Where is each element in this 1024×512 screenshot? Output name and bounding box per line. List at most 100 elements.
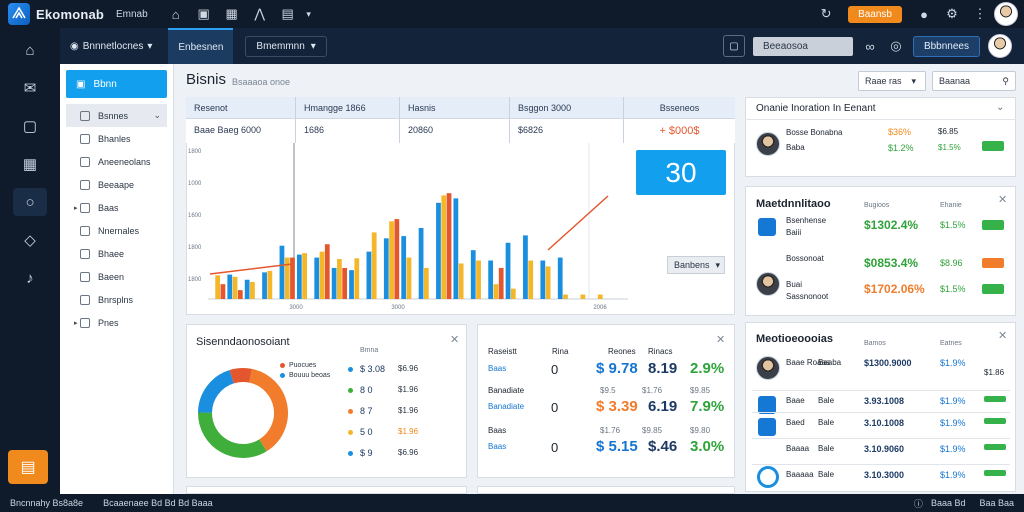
bar bbox=[284, 257, 290, 299]
chevron-down-icon[interactable]: ⌄ bbox=[996, 102, 1005, 113]
right3-column-header: Bamos bbox=[864, 340, 886, 347]
sidebar-item[interactable]: ▸ Baas bbox=[66, 196, 167, 219]
close-icon[interactable]: ✕ bbox=[998, 194, 1008, 206]
x-tick-label: 2006 bbox=[593, 305, 607, 311]
app-ring-icon bbox=[757, 466, 779, 488]
home-icon[interactable]: ⌂ bbox=[171, 6, 180, 22]
refresh-icon[interactable]: ↻ bbox=[820, 6, 832, 21]
donut-row-value: 8 0 bbox=[360, 385, 373, 395]
clipboard-icon[interactable]: ▢ bbox=[22, 118, 38, 135]
bar bbox=[290, 257, 295, 299]
notification-icon[interactable]: ● bbox=[920, 6, 928, 22]
bar bbox=[498, 267, 504, 299]
chart-select[interactable]: Banbens ▾ bbox=[667, 256, 725, 274]
bar bbox=[493, 284, 499, 299]
orange-app-icon[interactable]: ▤ bbox=[8, 450, 48, 484]
header-select[interactable]: Raae ras ▾ bbox=[858, 71, 926, 91]
tab-active[interactable]: Enbesnen bbox=[168, 28, 234, 64]
header-select-label: Raae ras bbox=[865, 76, 902, 86]
document-icon[interactable]: ▤ bbox=[281, 6, 294, 21]
target-icon[interactable]: ◎ bbox=[890, 38, 902, 53]
bar bbox=[505, 242, 511, 299]
sidebar-item[interactable]: Aneeneolans bbox=[66, 150, 167, 173]
row-divider bbox=[752, 390, 1010, 391]
bar bbox=[510, 288, 516, 299]
secondary-dropdown[interactable]: Bmemmnn ▾ bbox=[245, 35, 327, 57]
sidebar-item[interactable]: Bnrsplns bbox=[66, 288, 167, 311]
right3-sub: Baaba bbox=[818, 358, 842, 367]
sidebar-item[interactable]: Bhanles bbox=[66, 127, 167, 150]
bank-icon[interactable]: ⌂ bbox=[25, 41, 35, 59]
sidebar-item[interactable]: Baeen bbox=[66, 265, 167, 288]
user-avatar[interactable] bbox=[994, 2, 1018, 26]
music-icon[interactable]: ♪ bbox=[26, 269, 34, 287]
calendar-icon[interactable]: ▦ bbox=[22, 156, 38, 173]
item-icon bbox=[80, 248, 90, 259]
status-mid: Bcaaenaee Bd Bd Bd Baaa bbox=[103, 498, 213, 508]
metrics-panel bbox=[477, 324, 735, 478]
kpi-value: Baae Baeg 6000 bbox=[186, 119, 296, 143]
sidebar-item[interactable]: ▸ Pnes bbox=[66, 311, 167, 334]
close-icon[interactable]: ✕ bbox=[450, 334, 460, 346]
right3-value: 3.10.1008 bbox=[864, 418, 905, 428]
search-icon[interactable]: ○ bbox=[13, 188, 47, 216]
primary-action-button[interactable]: Bbbnnees bbox=[912, 35, 980, 57]
item-icon bbox=[80, 110, 90, 121]
square-toggle-button[interactable]: ▢ bbox=[722, 35, 745, 57]
workspace-dropdown[interactable]: ◉ Bnnnetlocnes ▾ bbox=[60, 28, 162, 64]
legend-dot bbox=[348, 409, 353, 414]
close-icon[interactable]: ✕ bbox=[998, 330, 1008, 342]
profile-avatar[interactable] bbox=[988, 34, 1012, 58]
header-search[interactable]: Baanaa ⚲ bbox=[932, 71, 1016, 91]
bar bbox=[406, 257, 412, 299]
sidebar-item[interactable]: Bsnnes ⌄ bbox=[66, 104, 167, 127]
right3-sub: Bale bbox=[818, 470, 835, 479]
right3-value: 3.10.3000 bbox=[864, 470, 905, 480]
bar bbox=[237, 290, 243, 299]
metric-value-c: 7.9% bbox=[690, 398, 725, 415]
close-icon[interactable]: ✕ bbox=[716, 334, 726, 346]
sidebar-item[interactable]: Nnernales bbox=[66, 219, 167, 242]
bar bbox=[244, 279, 250, 299]
icon-rail: ⌂ ✉ ▢ ▦ ○ ◇ ♪ ▤ bbox=[0, 28, 60, 494]
right3-sub: Bale bbox=[818, 444, 835, 453]
right-panel-3 bbox=[745, 322, 1016, 492]
mail-icon[interactable]: ✉ bbox=[23, 80, 37, 97]
metric-label: Baas bbox=[488, 442, 507, 451]
sidebar-item[interactable]: Beeaape bbox=[66, 173, 167, 196]
legend-label: Bouuu beoas bbox=[289, 372, 331, 379]
sidebar-item-label: Beeaape bbox=[98, 179, 135, 190]
kpi-header-cell: Hasnis bbox=[400, 97, 510, 118]
bar bbox=[523, 235, 528, 299]
item-icon bbox=[80, 225, 90, 236]
settings-icon[interactable]: ⚙ bbox=[946, 6, 958, 21]
app-logo[interactable]: Ekomonab bbox=[0, 3, 112, 25]
metric-count: 0 bbox=[551, 362, 559, 377]
chart-icon[interactable]: ⋀ bbox=[254, 6, 266, 21]
bar bbox=[528, 260, 534, 299]
bar bbox=[488, 260, 494, 299]
sidebar-header[interactable]: ▣ Bbnn bbox=[66, 70, 167, 98]
right3-name: Baae Roaas bbox=[786, 358, 831, 367]
y-tick-label: 1000 bbox=[188, 181, 202, 187]
top-action-button[interactable]: Baansb bbox=[848, 5, 902, 23]
more-icon[interactable]: ⋮ bbox=[973, 6, 987, 21]
bar bbox=[371, 232, 377, 299]
calendar-icon[interactable]: ▦ bbox=[225, 6, 238, 21]
status-pill bbox=[984, 470, 1006, 476]
info-icon[interactable]: ⓘ bbox=[913, 498, 923, 509]
filter-button[interactable]: Beeaosoa bbox=[752, 36, 853, 56]
right1-sub: Baba bbox=[786, 143, 805, 152]
donut-slice bbox=[248, 368, 288, 452]
chevron-down-icon[interactable]: ▾ bbox=[306, 8, 311, 19]
link-icon[interactable]: ∞ bbox=[865, 38, 875, 54]
metric-sub: $9.5 bbox=[600, 386, 616, 395]
right2-value: $1702.06% bbox=[864, 282, 925, 296]
lower-panel bbox=[186, 486, 467, 494]
image-icon[interactable]: ▣ bbox=[197, 6, 210, 21]
shield-icon[interactable]: ◇ bbox=[24, 232, 36, 249]
caret-icon: ▸ bbox=[74, 204, 78, 212]
bar bbox=[337, 259, 342, 299]
sidebar-item[interactable]: Bhaee bbox=[66, 242, 167, 265]
app-menu-label[interactable]: Emnab bbox=[116, 8, 148, 20]
